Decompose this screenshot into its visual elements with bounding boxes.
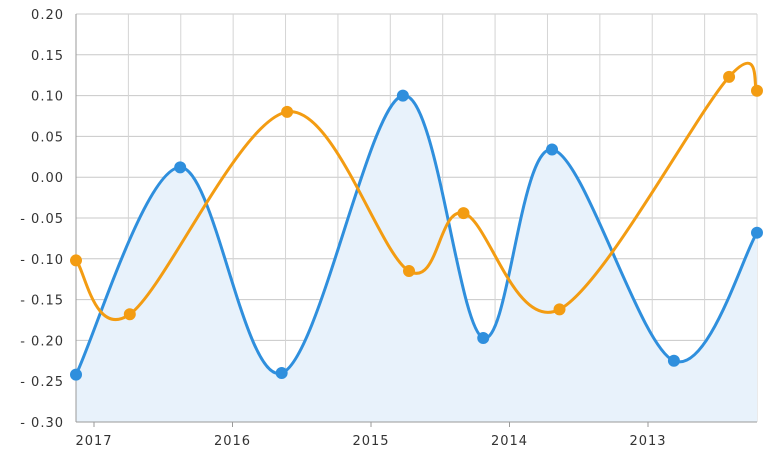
series-1-point — [70, 368, 82, 381]
axes — [75, 14, 757, 427]
series-1-point — [477, 331, 490, 344]
series-2-point — [281, 105, 294, 118]
series-1-point — [174, 161, 187, 174]
series-2-point — [457, 207, 470, 220]
y-tick-label: - 0.20 — [20, 334, 64, 349]
y-tick-label: - 0.25 — [20, 375, 64, 390]
x-tick-label: 2017 — [75, 434, 112, 449]
series-1-line — [74, 94, 759, 377]
series-points — [70, 70, 763, 381]
x-tick-label: 2013 — [629, 434, 666, 449]
series-2-point — [70, 254, 82, 267]
series-areas — [76, 95, 757, 423]
series-1-point — [546, 143, 559, 156]
x-tick-label: 2016 — [214, 434, 251, 449]
x-axis-tick-labels: 2017 2016 2015 2014 2013 — [75, 434, 666, 449]
series-1-point — [751, 226, 763, 239]
y-tick-label: - 0.15 — [20, 294, 64, 309]
series-2-point — [723, 70, 736, 83]
series-1-point — [667, 354, 680, 367]
y-tick-label: - 0.10 — [20, 253, 64, 268]
y-axis-tick-labels: 0.20 0.15 0.10 0.05 0.00 - 0.05 - 0.10 - 0.15 - … — [20, 8, 64, 431]
series-2-point — [403, 265, 416, 278]
y-tick-label: - 0.30 — [20, 416, 64, 431]
y-tick-label: 0.15 — [31, 49, 64, 64]
series-1-area — [76, 95, 757, 423]
y-tick-label: 0.05 — [31, 130, 64, 145]
series-lines — [74, 61, 759, 377]
x-tick-label: 2015 — [352, 434, 389, 449]
series-2-point — [751, 84, 763, 97]
y-tick-label: 0.00 — [31, 171, 64, 186]
x-tick-label: 2014 — [491, 434, 528, 449]
series-2-line — [74, 61, 759, 322]
series-1-point — [275, 367, 288, 380]
y-tick-label: 0.20 — [31, 8, 64, 23]
y-tick-label: - 0.05 — [20, 212, 64, 227]
series-2-point — [123, 308, 136, 321]
y-tick-label: 0.10 — [31, 90, 64, 105]
series-1-point — [396, 89, 409, 102]
series-2-point — [553, 303, 566, 316]
